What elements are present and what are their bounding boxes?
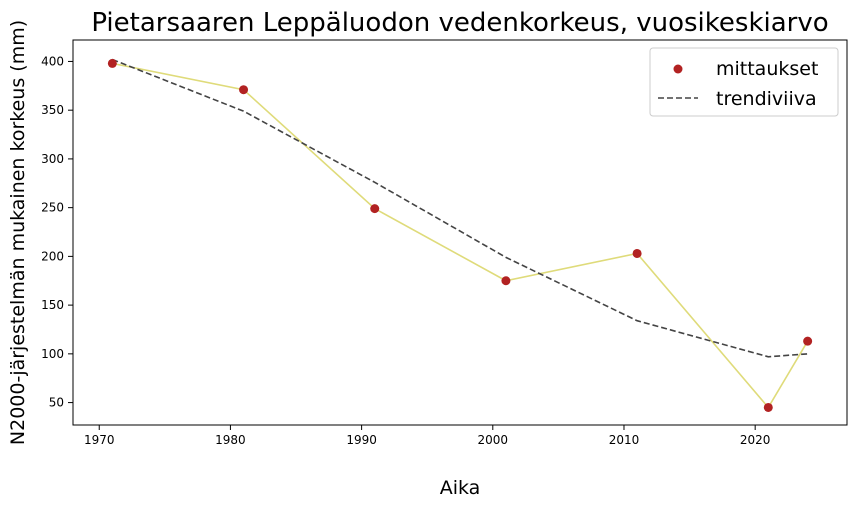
x-axis-ticks: 1970 1980 1990 2000 2010 2020 — [84, 425, 770, 447]
y-axis-ticks: 50 100 150 200 250 300 350 400 — [41, 54, 73, 410]
legend-label-trendiviiva: trendiviiva — [716, 88, 817, 110]
x-tick-label: 2010 — [609, 433, 640, 447]
legend-box — [649, 47, 839, 117]
y-axis-label: N2000-järjestelmän mukainen korkeus (mm) — [7, 20, 29, 445]
y-tick-label: 250 — [41, 201, 64, 215]
x-tick-label: 1990 — [346, 433, 377, 447]
measurement-point — [107, 58, 117, 68]
trend-line — [112, 58, 808, 358]
legend-label-mittaukset: mittaukset — [716, 58, 818, 80]
y-tick-label: 100 — [41, 347, 64, 361]
y-tick-label: 150 — [41, 298, 64, 312]
x-tick-label: 2020 — [740, 433, 771, 447]
measurement-point — [763, 402, 773, 412]
legend: mittaukset trendiviiva — [649, 47, 839, 117]
measurement-point — [632, 248, 642, 258]
y-tick-label: 200 — [41, 249, 64, 263]
y-tick-label: 300 — [41, 152, 64, 166]
y-tick-label: 400 — [41, 54, 64, 68]
legend-marker-mittaukset — [673, 64, 683, 74]
x-tick-label: 1980 — [215, 433, 246, 447]
measurement-point — [501, 276, 511, 286]
series-layer — [107, 58, 813, 412]
measurement-point — [803, 336, 813, 346]
y-tick-label: 50 — [49, 396, 64, 410]
x-axis-label: Aika — [440, 477, 481, 499]
measurement-point — [239, 85, 249, 95]
x-tick-label: 2000 — [478, 433, 509, 447]
measurement-point — [370, 204, 380, 214]
plot-area-frame — [72, 39, 848, 426]
chart-title: Pietarsaaren Leppäluodon vedenkorkeus, v… — [91, 8, 828, 38]
y-tick-label: 350 — [41, 103, 64, 117]
x-tick-label: 1970 — [84, 433, 115, 447]
